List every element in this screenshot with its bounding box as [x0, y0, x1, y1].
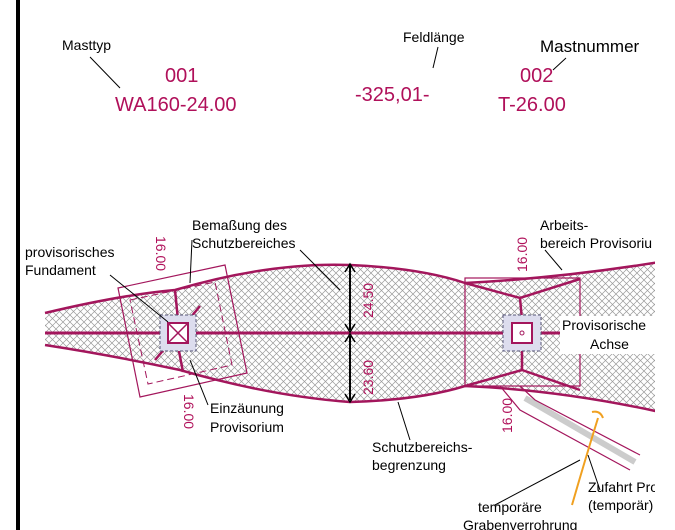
mast1-area	[117, 264, 248, 398]
label: Provisorische	[562, 317, 646, 333]
label: bereich Provisoriu	[540, 235, 652, 251]
label: Mastnummer	[540, 37, 640, 56]
access-hatch	[523, 395, 637, 465]
mast-type: T-26.00	[498, 94, 566, 116]
plan: Masttyp 001 WA160-24.00 Feldlänge -325,0…	[25, 29, 665, 530]
span-value: -325,01-	[355, 84, 430, 106]
label: Schutzbereiches	[192, 235, 296, 251]
dimension: 24.50	[360, 283, 376, 318]
label: Bemaßung des	[192, 217, 287, 233]
leader-lines	[89, 46, 601, 506]
mast2-lines	[464, 277, 581, 392]
label: Schutzbereichs-	[372, 439, 473, 455]
dimension: 23.60	[360, 360, 376, 395]
label: Feldlänge	[403, 29, 465, 45]
mast2	[511, 322, 533, 344]
label: Fundament	[25, 262, 96, 278]
label: temporäre	[478, 499, 542, 515]
fence	[502, 314, 542, 352]
mast1-cross	[167, 322, 189, 344]
mast-number: 001	[165, 65, 198, 87]
label: (temporär)	[588, 497, 653, 513]
dimension: 16.00	[514, 237, 530, 272]
mast-number: 002	[520, 65, 553, 87]
dimension: 16.00	[181, 394, 197, 429]
label: Achse	[590, 336, 629, 352]
dimension: 16.00	[499, 398, 515, 433]
label: Einzäunung	[210, 400, 284, 416]
mast2-dot	[519, 330, 525, 336]
label: Masttyp	[62, 37, 111, 53]
mast1-lines	[154, 289, 201, 373]
dimension: 16.00	[153, 236, 169, 271]
label: provisorisches	[25, 244, 114, 260]
label: begrenzung	[372, 457, 446, 473]
label-bg	[560, 316, 655, 354]
label: Zufahrt Prov	[588, 479, 665, 495]
pipe-line	[571, 410, 604, 506]
arrows	[344, 262, 356, 404]
label: Provisorium	[210, 419, 284, 435]
mast1-dashed	[129, 281, 233, 385]
mast-type: WA160-24.00	[115, 94, 237, 116]
frame-border	[16, 0, 20, 530]
label: Arbeits-	[540, 217, 589, 233]
access-road	[499, 385, 641, 471]
label: Grabenverrohrung	[463, 517, 577, 530]
